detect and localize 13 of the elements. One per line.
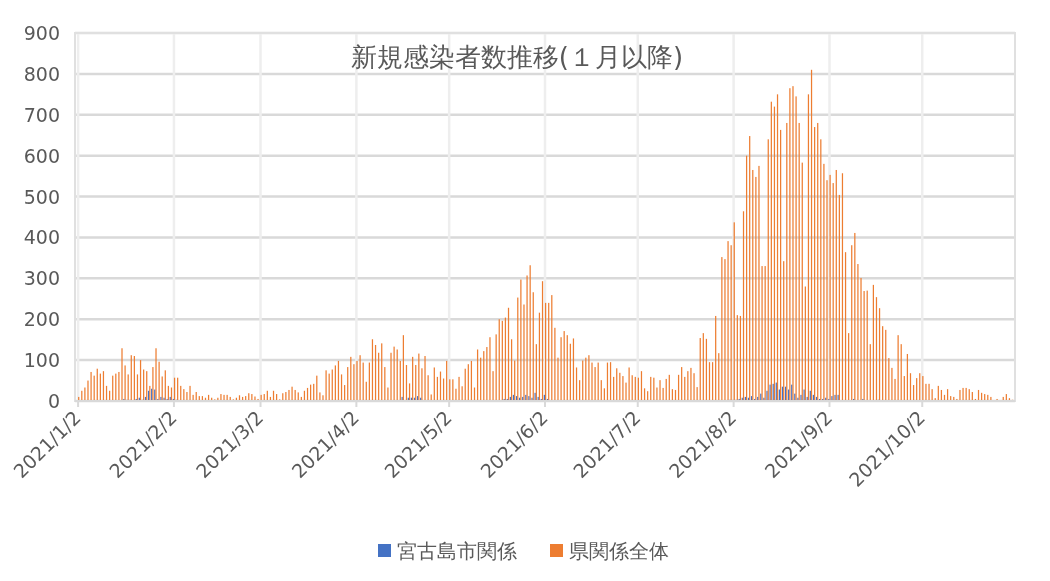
legend-label: 宮古島市関係 bbox=[397, 539, 517, 563]
y-tick-label: 900 bbox=[23, 22, 60, 44]
y-tick-label: 300 bbox=[23, 267, 60, 290]
chart-title: 新規感染者数推移(１月以降) bbox=[350, 42, 684, 72]
y-tick-label: 700 bbox=[23, 103, 60, 126]
y-tick-label: 400 bbox=[23, 226, 60, 249]
y-tick-label: 200 bbox=[23, 308, 60, 331]
y-tick-label: 600 bbox=[23, 144, 60, 167]
y-tick-label: 500 bbox=[23, 185, 60, 208]
legend-label: 県関係全体 bbox=[569, 539, 669, 563]
y-tick-label: 100 bbox=[23, 349, 60, 372]
y-tick-label: 800 bbox=[23, 62, 60, 85]
y-tick-label: 0 bbox=[47, 390, 60, 412]
